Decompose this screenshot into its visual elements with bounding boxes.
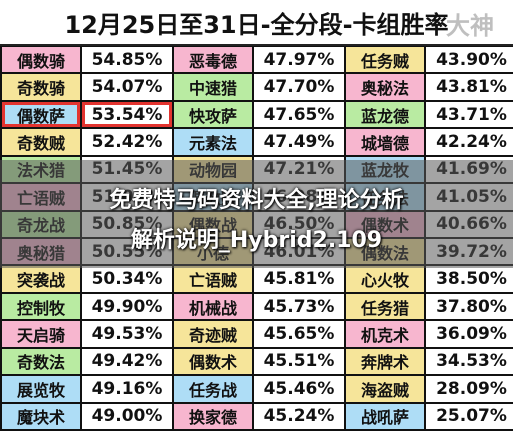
winrate-cell: 45.73% <box>254 293 344 320</box>
deck-name-cell: 机械战 <box>174 293 252 320</box>
brand-logo: 大神 <box>446 11 494 40</box>
headline-overlay <box>0 160 513 268</box>
deck-name-cell: 奇数贼 <box>2 129 80 155</box>
deck-name-cell: 奥秘法 <box>346 74 424 100</box>
page-title: 12月25日至31日-全分段-卡组胜率 <box>0 0 513 46</box>
deck-name-cell: 城墙德 <box>346 129 424 155</box>
winrate-cell: 54.85% <box>82 47 172 73</box>
deck-name-cell: 蓝龙德 <box>346 101 424 128</box>
winrate-cell: 43.81% <box>426 74 513 100</box>
winrate-cell: 47.65% <box>254 101 344 128</box>
winrate-cell: 49.90% <box>82 293 172 320</box>
deck-name-cell: 奇数法 <box>2 348 80 375</box>
winrate-cell: 36.09% <box>426 321 513 347</box>
winrate-cell: 49.16% <box>82 376 172 402</box>
deck-name-cell: 快攻萨 <box>174 101 252 128</box>
winrate-cell: 49.42% <box>82 348 172 375</box>
deck-name-cell: 偶数术 <box>174 348 252 375</box>
deck-name-cell: 海盗贼 <box>346 376 424 402</box>
deck-name-cell: 元素法 <box>174 129 252 155</box>
winrate-cell: 54.07% <box>82 74 172 100</box>
winrate-cell: 49.53% <box>82 321 172 347</box>
deck-name-cell: 恶毒德 <box>174 47 252 73</box>
headline-line-1: 免费特马码资料大全,理论分析 <box>109 188 404 213</box>
winrate-cell: 43.71% <box>426 101 513 128</box>
winrate-cell: 37.80% <box>426 293 513 320</box>
winrate-cell: 52.42% <box>82 129 172 155</box>
winrate-cell: 45.51% <box>254 348 344 375</box>
deck-name-cell: 机克术 <box>346 321 424 347</box>
winrate-cell: 50.34% <box>82 266 172 292</box>
headline-line-2: 解析说明_Hybrid2.109 <box>130 228 383 253</box>
deck-name-cell: 偶数萨 <box>2 101 80 128</box>
deck-name-cell: 奔牌术 <box>346 348 424 375</box>
winrate-cell: 34.53% <box>426 348 513 375</box>
winrate-cell: 38.50% <box>426 266 513 292</box>
deck-name-cell: 任务战 <box>174 376 252 402</box>
winrate-cell: 49.00% <box>82 403 172 429</box>
deck-name-cell: 展览牧 <box>2 376 80 402</box>
deck-name-cell: 任务猎 <box>346 293 424 320</box>
deck-name-cell: 亡语贼 <box>174 266 252 292</box>
winrate-cell: 45.65% <box>254 321 344 347</box>
deck-name-cell: 奇数骑 <box>2 74 80 100</box>
deck-name-cell: 控制牧 <box>2 293 80 320</box>
winrate-cell: 47.97% <box>254 47 344 73</box>
winrate-cell: 42.24% <box>426 129 513 155</box>
winrate-cell: 45.46% <box>254 376 344 402</box>
deck-name-cell: 奇迹贼 <box>174 321 252 347</box>
winrate-cell: 43.90% <box>426 47 513 73</box>
winrate-cell: 45.81% <box>254 266 344 292</box>
deck-name-cell: 换家德 <box>174 403 252 429</box>
winrate-cell: 53.54% <box>82 101 172 128</box>
deck-name-cell: 中速猎 <box>174 74 252 100</box>
deck-name-cell: 战吼萨 <box>346 403 424 429</box>
deck-name-cell: 心火牧 <box>346 266 424 292</box>
winrate-cell: 28.09% <box>426 376 513 402</box>
winrate-cell: 47.70% <box>254 74 344 100</box>
deck-name-cell: 魔块术 <box>2 403 80 429</box>
winrate-cell: 25.07% <box>426 403 513 429</box>
deck-name-cell: 天启骑 <box>2 321 80 347</box>
deck-name-cell: 偶数骑 <box>2 47 80 73</box>
page-title-text: 12月25日至31日-全分段-卡组胜率 <box>64 10 449 39</box>
deck-name-cell: 任务贼 <box>346 47 424 73</box>
winrate-cell: 47.49% <box>254 129 344 155</box>
deck-name-cell: 突袭战 <box>2 266 80 292</box>
winrate-cell: 45.24% <box>254 403 344 429</box>
